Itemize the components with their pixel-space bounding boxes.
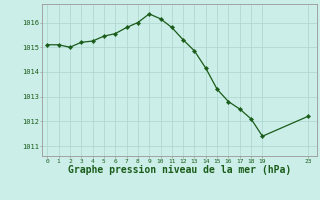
X-axis label: Graphe pression niveau de la mer (hPa): Graphe pression niveau de la mer (hPa) [68, 165, 291, 175]
